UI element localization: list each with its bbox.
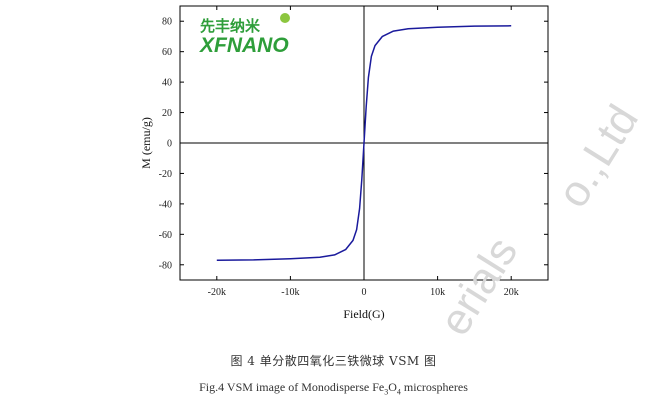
caption-en-sub1: 3 — [384, 387, 389, 397]
y-tick-label: 80 — [162, 17, 172, 28]
y-tick-label: -80 — [159, 260, 172, 271]
caption-en-suffix: microspheres — [400, 380, 468, 394]
y-tick-label: 0 — [167, 139, 172, 150]
y-tick-label: 60 — [162, 47, 172, 58]
caption-en-prefix: Fig.4 VSM image of Monodisperse Fe — [199, 380, 385, 394]
x-tick-label: 0 — [362, 287, 367, 298]
y-tick-label: -40 — [159, 199, 172, 210]
x-tick-label: 10k — [430, 287, 445, 298]
y-tick-label: 20 — [162, 108, 172, 119]
x-tick-label: 20k — [504, 287, 519, 298]
logo-cn-text: 先丰纳米 — [200, 17, 261, 35]
caption-en-sub2: 4 — [396, 387, 401, 397]
y-tick-label: 40 — [162, 78, 172, 89]
xfnano-logo: 先丰纳米 XFNANO — [199, 13, 290, 57]
logo-en-text: XFNANO — [199, 34, 289, 57]
x-axis-title: Field(G) — [343, 307, 384, 321]
caption-chinese: 图 4 单分散四氧化三铁微球 VSM 图 — [230, 354, 437, 368]
y-axis-title: M (emu/g) — [139, 117, 153, 169]
caption-en-mid: O — [388, 380, 397, 394]
y-tick-label: -60 — [159, 230, 172, 241]
logo-dot-icon — [280, 13, 290, 23]
caption-english: Fig.4 VSM image of Monodisperse Fe3O4 mi… — [0, 380, 667, 396]
y-tick-label: -20 — [159, 169, 172, 180]
x-tick-label: -10k — [281, 287, 299, 298]
x-tick-label: -20k — [208, 287, 226, 298]
series-line-0 — [216, 25, 512, 261]
